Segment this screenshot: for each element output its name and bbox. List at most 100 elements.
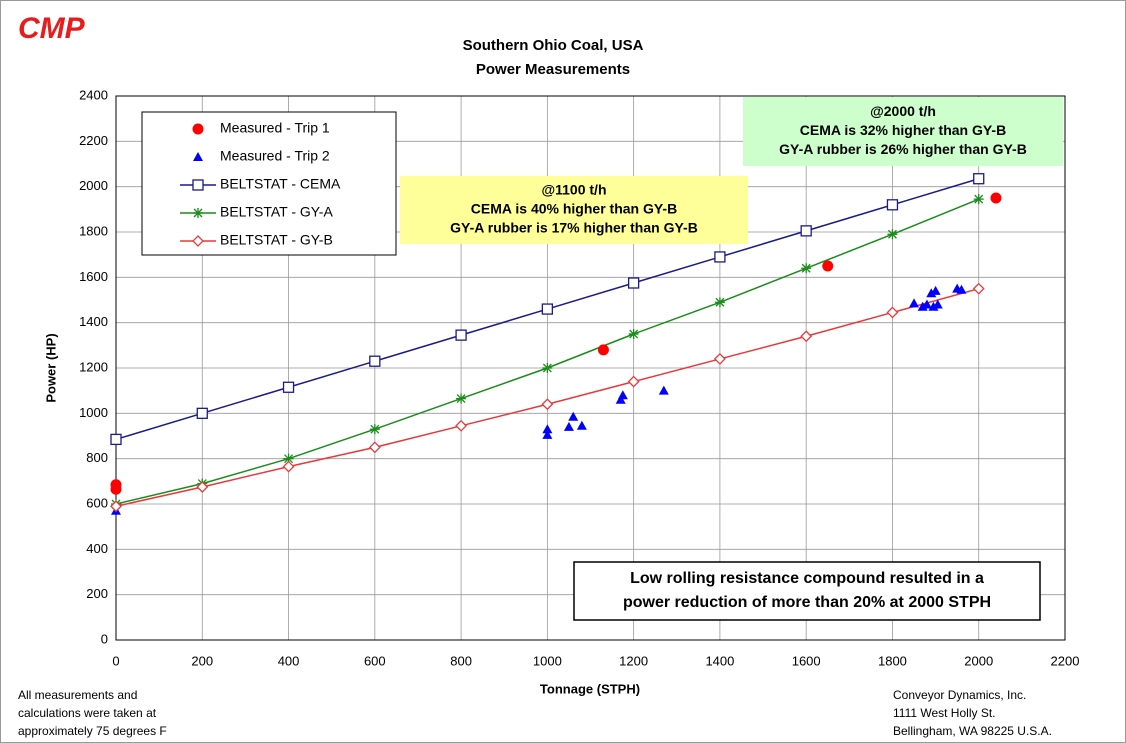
footer-address: 1111 West Holly St. [893,706,996,720]
legend-label: Measured - Trip 2 [220,148,330,164]
legend-box [141,111,397,256]
y-tick-label: 2400 [79,87,108,102]
star-stroke [715,297,725,307]
footer-note: approximately 75 degrees F [18,724,167,738]
y-tick-label: 800 [86,450,108,465]
point [930,285,941,295]
star-stroke [801,263,811,273]
plot-border [115,95,1066,641]
annotation-text: CEMA is 32% higher than GY-B [800,122,1006,138]
point [714,251,726,263]
annotation-box [573,561,1041,621]
y-tick-label: 200 [86,586,108,601]
point [568,411,579,421]
point [576,420,587,430]
legend-label: BELTSTAT - GY-A [220,204,333,220]
y-tick-label: 1400 [79,314,108,329]
point [932,299,943,309]
annotation-text: CEMA is 40% higher than GY-B [471,201,677,217]
point [956,284,967,294]
point [628,329,639,339]
point [542,363,553,373]
chart-subtitle: Power Measurements [476,61,630,78]
star-stroke [284,454,294,464]
star-stroke [887,229,897,239]
y-tick-label: 600 [86,495,108,510]
point [800,330,813,343]
point [928,301,939,311]
point [563,421,574,431]
point [282,381,295,393]
point [368,441,381,454]
point [196,407,208,419]
point [972,282,985,295]
point [110,500,122,513]
point [192,179,204,191]
annotation-text: Low rolling resistance compound resulted… [630,570,984,587]
annotation-box [400,176,748,244]
star-stroke [456,394,466,404]
footer-note: calculations were taken at [18,706,157,720]
point [196,481,209,493]
point [542,429,553,439]
y-tick-label: 1600 [79,269,108,284]
x-tick-label: 800 [450,653,472,668]
point [369,424,380,435]
y-tick-label: 1200 [79,359,108,374]
point [801,263,812,274]
x-tick-label: 600 [364,653,386,668]
point [800,225,812,237]
point [192,123,204,135]
point [456,393,467,404]
annotation-text: GY-A rubber is 26% higher than GY-B [779,141,1027,157]
chart-title: Southern Ohio Coal, USA [463,37,644,54]
legend-label: BELTSTAT - CEMA [220,176,341,192]
star-stroke [193,208,203,218]
point [192,235,204,247]
x-tick-label: 1600 [792,653,821,668]
footer-address: Conveyor Dynamics, Inc. [893,688,1026,702]
x-tick-label: 2200 [1051,653,1080,668]
point [455,329,467,341]
point [822,260,834,272]
point [973,173,985,185]
point [658,385,669,395]
point [886,306,899,319]
point [909,298,920,308]
x-tick-label: 200 [191,653,213,668]
star-stroke [629,329,639,339]
annotation-text: GY-A rubber is 17% higher than GY-B [450,220,698,236]
point [627,277,640,289]
y-axis-label: Power (HP) [43,333,58,402]
x-tick-label: 1000 [533,653,562,668]
point [886,199,899,211]
annotation-text: power reduction of more than 20% at 2000… [623,594,991,611]
star-stroke [542,363,552,373]
point [926,288,937,298]
point [615,394,626,404]
point [193,152,203,161]
star-stroke [370,424,380,434]
point [542,424,553,434]
logo: CMP [18,12,86,45]
point [541,303,554,315]
annotation-text: @1100 t/h [541,182,606,198]
point [627,375,640,388]
star-stroke [974,194,984,204]
point [713,353,726,365]
y-tick-label: 1000 [79,405,108,420]
x-tick-label: 1400 [705,653,734,668]
x-tick-label: 1800 [878,653,907,668]
point [973,194,984,205]
point [617,390,628,400]
x-tick-label: 0 [112,653,119,668]
point [282,460,295,473]
point [917,301,928,311]
legend-label: Measured - Trip 1 [220,120,330,136]
point [714,297,725,308]
point [990,192,1002,204]
legend-label: BELTSTAT - GY-B [220,232,333,248]
y-tick-label: 0 [101,631,108,646]
point [921,299,932,309]
